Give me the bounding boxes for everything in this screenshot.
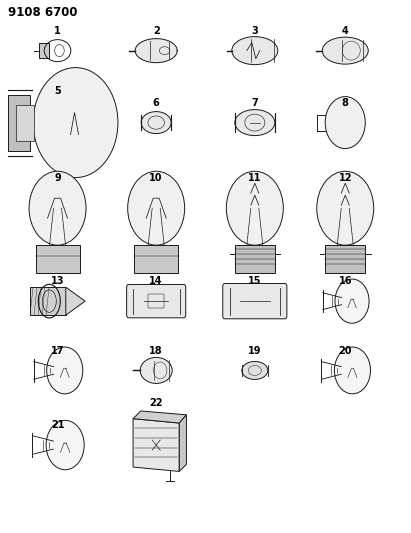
Bar xyxy=(134,245,178,273)
Circle shape xyxy=(325,96,365,149)
Bar xyxy=(235,245,275,273)
Polygon shape xyxy=(133,411,187,423)
Text: 9108 6700: 9108 6700 xyxy=(8,6,78,19)
Ellipse shape xyxy=(235,110,275,135)
FancyBboxPatch shape xyxy=(30,287,66,315)
Ellipse shape xyxy=(232,37,278,64)
Text: 17: 17 xyxy=(51,345,64,356)
FancyBboxPatch shape xyxy=(39,43,49,58)
Circle shape xyxy=(33,68,118,177)
FancyBboxPatch shape xyxy=(127,285,186,318)
Text: 4: 4 xyxy=(342,26,349,36)
Bar xyxy=(16,104,34,141)
Text: 21: 21 xyxy=(51,420,64,430)
Text: 18: 18 xyxy=(149,345,163,356)
Text: 10: 10 xyxy=(150,173,163,183)
Circle shape xyxy=(128,171,185,245)
Text: 14: 14 xyxy=(150,276,163,286)
Text: 11: 11 xyxy=(248,173,261,183)
Circle shape xyxy=(47,347,83,394)
Text: 7: 7 xyxy=(252,98,258,108)
Text: 9: 9 xyxy=(54,173,61,183)
Text: 15: 15 xyxy=(248,276,261,286)
Polygon shape xyxy=(66,287,85,315)
Ellipse shape xyxy=(140,358,172,383)
Text: 8: 8 xyxy=(342,98,349,108)
Bar xyxy=(7,94,30,151)
Text: 5: 5 xyxy=(54,86,61,96)
Text: 16: 16 xyxy=(339,276,352,286)
Polygon shape xyxy=(179,415,187,472)
Circle shape xyxy=(335,279,369,323)
Circle shape xyxy=(226,171,283,245)
Circle shape xyxy=(335,347,370,394)
Ellipse shape xyxy=(322,37,368,64)
Bar xyxy=(326,245,365,273)
FancyBboxPatch shape xyxy=(223,284,287,319)
Text: 19: 19 xyxy=(248,345,261,356)
Circle shape xyxy=(317,171,374,245)
Text: 22: 22 xyxy=(150,398,163,408)
Text: 13: 13 xyxy=(51,276,64,286)
Circle shape xyxy=(46,421,84,470)
Text: 3: 3 xyxy=(252,26,258,36)
Text: 1: 1 xyxy=(54,26,61,36)
Bar xyxy=(35,245,80,273)
Circle shape xyxy=(29,171,86,245)
Polygon shape xyxy=(133,418,179,472)
Polygon shape xyxy=(135,38,177,63)
Ellipse shape xyxy=(141,111,171,134)
Text: 12: 12 xyxy=(339,173,352,183)
Text: 20: 20 xyxy=(339,345,352,356)
Text: 2: 2 xyxy=(153,26,159,36)
Text: 6: 6 xyxy=(153,98,159,108)
Ellipse shape xyxy=(242,361,268,379)
